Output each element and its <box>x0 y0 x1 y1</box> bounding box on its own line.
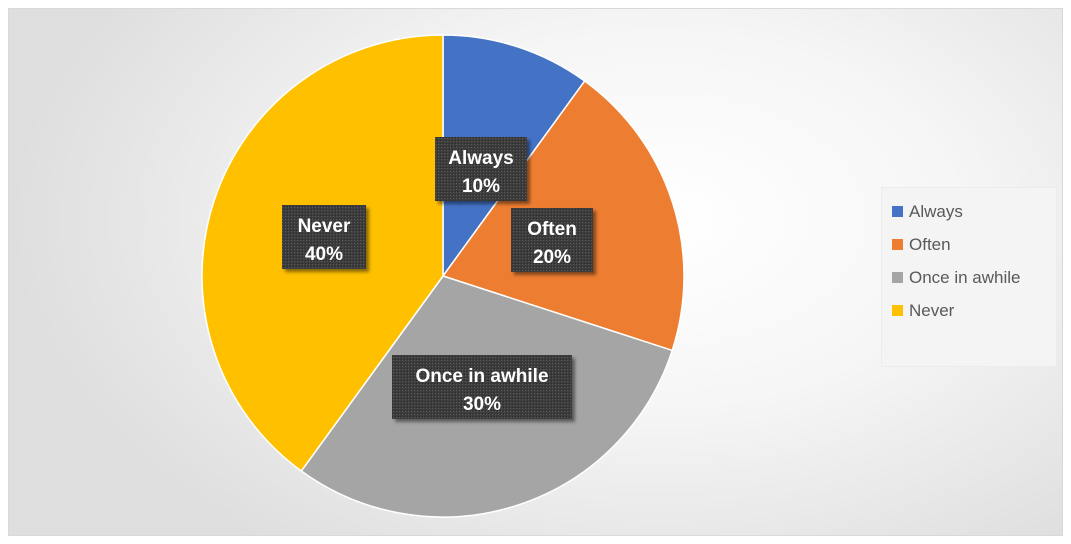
data-label-never: Never 40% <box>282 205 366 269</box>
data-label-value-never: 40% <box>305 244 343 265</box>
data-label-often: Often 20% <box>511 208 593 272</box>
legend-swatch-once-in-awhile <box>892 272 903 283</box>
data-label-box-never <box>282 205 366 269</box>
data-label-box-often <box>511 208 593 272</box>
data-label-category-always: Always <box>448 148 513 169</box>
legend: Always Often Once in awhile Never <box>881 187 1057 367</box>
legend-item-often: Often <box>892 233 1056 256</box>
data-label-box-always <box>435 137 527 201</box>
data-label-value-often: 20% <box>533 247 571 268</box>
legend-label-once-in-awhile: Once in awhile <box>909 267 1021 287</box>
legend-item-always: Always <box>892 200 1056 223</box>
legend-label-never: Never <box>909 300 955 320</box>
legend-swatch-often <box>892 239 903 250</box>
data-label-category-never: Never <box>298 216 351 237</box>
data-label-once-in-awhile: Once in awhile 30% <box>392 355 572 419</box>
chart-area: Always 10% Often 20% Once in awhile 30% Never 4… <box>8 8 1063 536</box>
legend-item-never: Never <box>892 299 1056 322</box>
data-label-value-once-in-awhile: 30% <box>463 394 501 415</box>
data-label-value-always: 10% <box>462 176 500 197</box>
data-label-category-often: Often <box>527 219 577 240</box>
data-label-category-once-in-awhile: Once in awhile <box>415 366 548 387</box>
legend-label-often: Often <box>909 234 951 254</box>
legend-swatch-never <box>892 305 903 316</box>
data-label-box-once-in-awhile <box>392 355 572 419</box>
legend-label-always: Always <box>909 201 963 221</box>
legend-swatch-always <box>892 206 903 217</box>
data-label-always: Always 10% <box>435 137 527 201</box>
legend-item-once-in-awhile: Once in awhile <box>892 266 1056 289</box>
pie-chart: Always 10% Often 20% Once in awhile 30% Never 4… <box>201 34 685 518</box>
